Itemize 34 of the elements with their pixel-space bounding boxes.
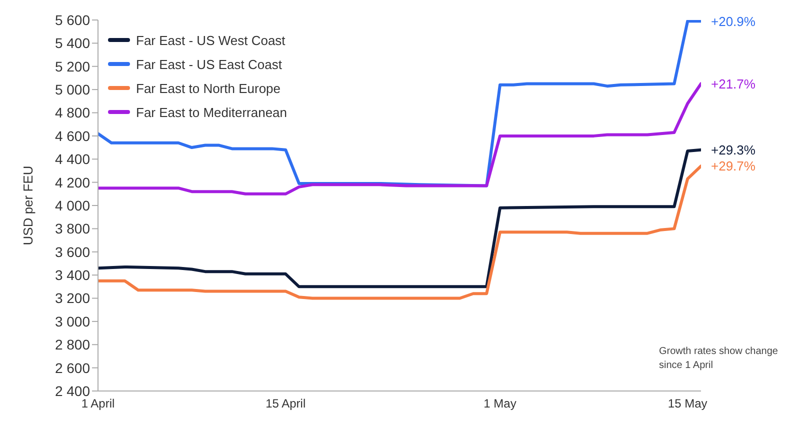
y-tick-label: 4 000 (54, 197, 90, 214)
annotation: +29.3% (711, 142, 756, 158)
y-tick-label: 3 800 (54, 220, 90, 237)
y-tick-label: 3 600 (54, 244, 90, 260)
y-tick-label: 4 200 (54, 174, 90, 190)
y-tick-label: 3 400 (54, 267, 90, 284)
x-tick-label: 15 May (668, 396, 708, 411)
legend-label: Far East - US West Coast (136, 32, 286, 48)
y-tick-label: 5 200 (54, 58, 90, 74)
y-tick-label: 5 600 (54, 12, 90, 28)
y-tick-label: 2 400 (54, 382, 90, 399)
annotation: +20.9% (711, 14, 756, 29)
y-tick-label: 4 800 (54, 104, 90, 121)
legend-label: Far East to North Europe (136, 80, 281, 96)
y-tick-label: 2 600 (54, 360, 90, 376)
y-tick-label: 5 400 (54, 35, 90, 52)
line-series (98, 164, 701, 300)
legend-label: Far East - US East Coast (136, 56, 282, 72)
y-tick-label: 4 400 (54, 151, 90, 168)
annotation: +29.7% (711, 158, 756, 174)
line-series (98, 82, 701, 196)
x-tick-label: 1 May (484, 396, 516, 411)
x-tick-label: 15 April (266, 396, 306, 411)
legend-label: Far East to Mediterranean (136, 104, 288, 120)
annotation: +21.7% (711, 76, 756, 92)
y-axis-title: USD per FEU (20, 166, 36, 246)
y-tick-label: 3 000 (54, 313, 90, 330)
y-tick-label: 2 800 (54, 336, 90, 353)
line-series (98, 148, 701, 288)
y-tick-label: 3 200 (54, 290, 90, 306)
x-tick-label: 1 April (81, 396, 115, 411)
y-tick-label: 4 600 (54, 128, 90, 144)
y-tick-label: 5 000 (54, 82, 90, 98)
annotation: Growth rates show change since 1 April (659, 345, 779, 373)
